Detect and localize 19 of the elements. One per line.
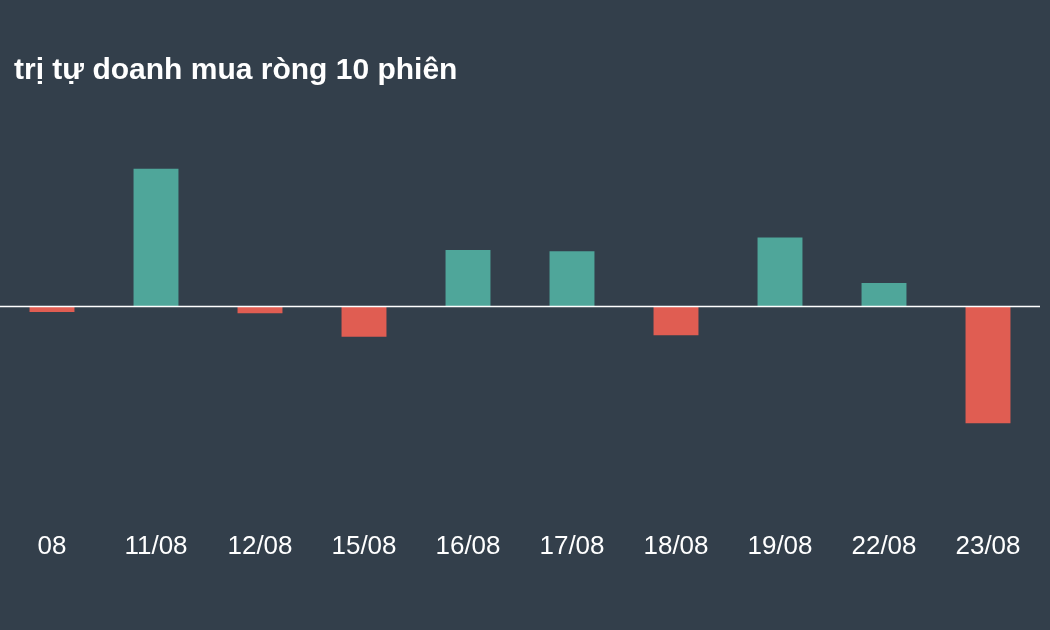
bar xyxy=(861,283,907,307)
bar xyxy=(757,237,803,307)
x-tick-label: 23/08 xyxy=(955,529,1021,560)
x-tick-label: 16/08 xyxy=(435,529,501,560)
x-tick-label: 11/08 xyxy=(124,529,188,560)
x-tick-label: 17/08 xyxy=(539,529,605,560)
bar xyxy=(341,306,387,337)
x-tick-label: 15/08 xyxy=(331,529,397,560)
x-tick-label: 12/08 xyxy=(227,529,293,560)
bar xyxy=(965,306,1011,424)
chart-title: trị tự doanh mua ròng 10 phiên xyxy=(14,52,458,86)
bar xyxy=(549,251,595,307)
x-tick-label: 18/08 xyxy=(643,529,709,560)
x-tick-label: 08 xyxy=(37,529,67,560)
x-tick-label: 22/08 xyxy=(851,529,917,560)
bar xyxy=(445,249,491,307)
bar xyxy=(653,306,699,336)
x-tick-label: 19/08 xyxy=(747,529,813,560)
bar xyxy=(133,168,179,307)
